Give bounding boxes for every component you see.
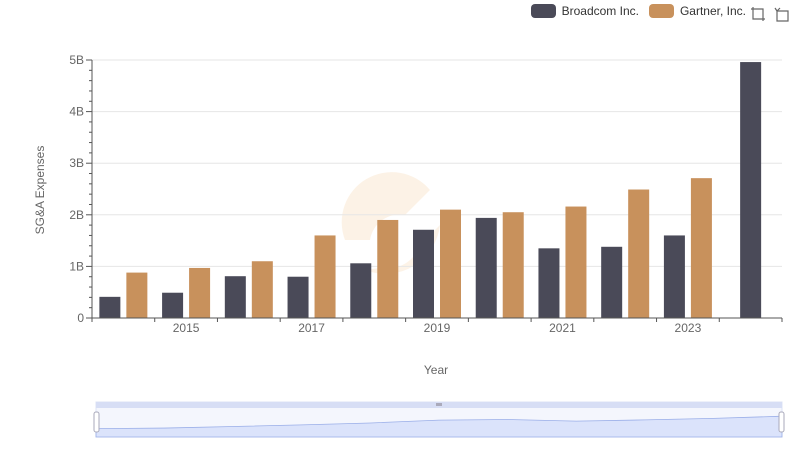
zoom-icon[interactable] (750, 6, 766, 22)
legend-swatch-broadcom (530, 4, 556, 18)
datazoom-handle-right[interactable] (778, 411, 785, 433)
bar-broadcom[interactable] (350, 263, 372, 318)
bar-broadcom[interactable] (413, 229, 434, 318)
x-tick-label: 2021 (549, 321, 576, 335)
axes: 0 1B 2B 3B 4B 5B 2015 2017 2019 2021 2023 (69, 53, 783, 335)
data-zoom-slider[interactable] (93, 401, 785, 438)
bar-gartner[interactable] (502, 212, 524, 318)
chart-legend: Broadcom Inc. Gartner, Inc. (530, 4, 746, 18)
y-tick-label: 3B (69, 156, 84, 170)
x-tick-label: 2023 (675, 321, 702, 335)
y-tick-label: 2B (69, 208, 84, 222)
bar-broadcom[interactable] (663, 235, 685, 318)
bar-broadcom[interactable] (538, 248, 560, 318)
datazoom-handle-left[interactable] (93, 411, 100, 433)
legend-item-broadcom[interactable]: Broadcom Inc. (530, 4, 639, 18)
bar-gartner[interactable] (628, 189, 650, 318)
bar-broadcom[interactable] (475, 217, 497, 318)
bar-gartner[interactable] (314, 235, 336, 318)
bar-gartner[interactable] (377, 219, 399, 318)
y-tick-label: 5B (69, 53, 84, 67)
bar-broadcom[interactable] (601, 246, 623, 318)
y-tick-label: 4B (69, 105, 84, 119)
legend-item-gartner[interactable]: Gartner, Inc. (648, 4, 746, 18)
bar-broadcom[interactable] (740, 62, 762, 319)
y-tick-label: 0 (77, 311, 84, 325)
x-axis-label: Year (424, 363, 448, 377)
bar-gartner[interactable] (690, 178, 712, 318)
x-tick-label: 2015 (173, 321, 200, 335)
bar-gartner[interactable] (126, 272, 148, 318)
y-axis-label: SG&A Expenses (33, 146, 47, 235)
datazoom-preview (95, 415, 783, 438)
bars (99, 62, 762, 319)
datazoom-drag-grip[interactable] (436, 403, 442, 406)
bar-broadcom[interactable] (224, 276, 246, 318)
chart-toolbox (750, 6, 790, 22)
x-tick-label: 2017 (298, 321, 325, 335)
y-tick-label: 1B (69, 259, 84, 273)
restore-icon[interactable] (774, 6, 790, 22)
bar-gartner[interactable] (251, 261, 273, 318)
legend-label-gartner: Gartner, Inc. (679, 4, 746, 18)
bar-broadcom[interactable] (99, 296, 121, 318)
x-tick-label: 2019 (424, 321, 451, 335)
bar-broadcom[interactable] (162, 292, 184, 318)
legend-swatch-gartner (648, 4, 674, 18)
bar-gartner[interactable] (565, 206, 587, 318)
bar-gartner[interactable] (440, 209, 461, 318)
bar-broadcom[interactable] (287, 276, 309, 318)
bar-gartner[interactable] (189, 267, 211, 318)
legend-label-broadcom: Broadcom Inc. (561, 4, 639, 18)
